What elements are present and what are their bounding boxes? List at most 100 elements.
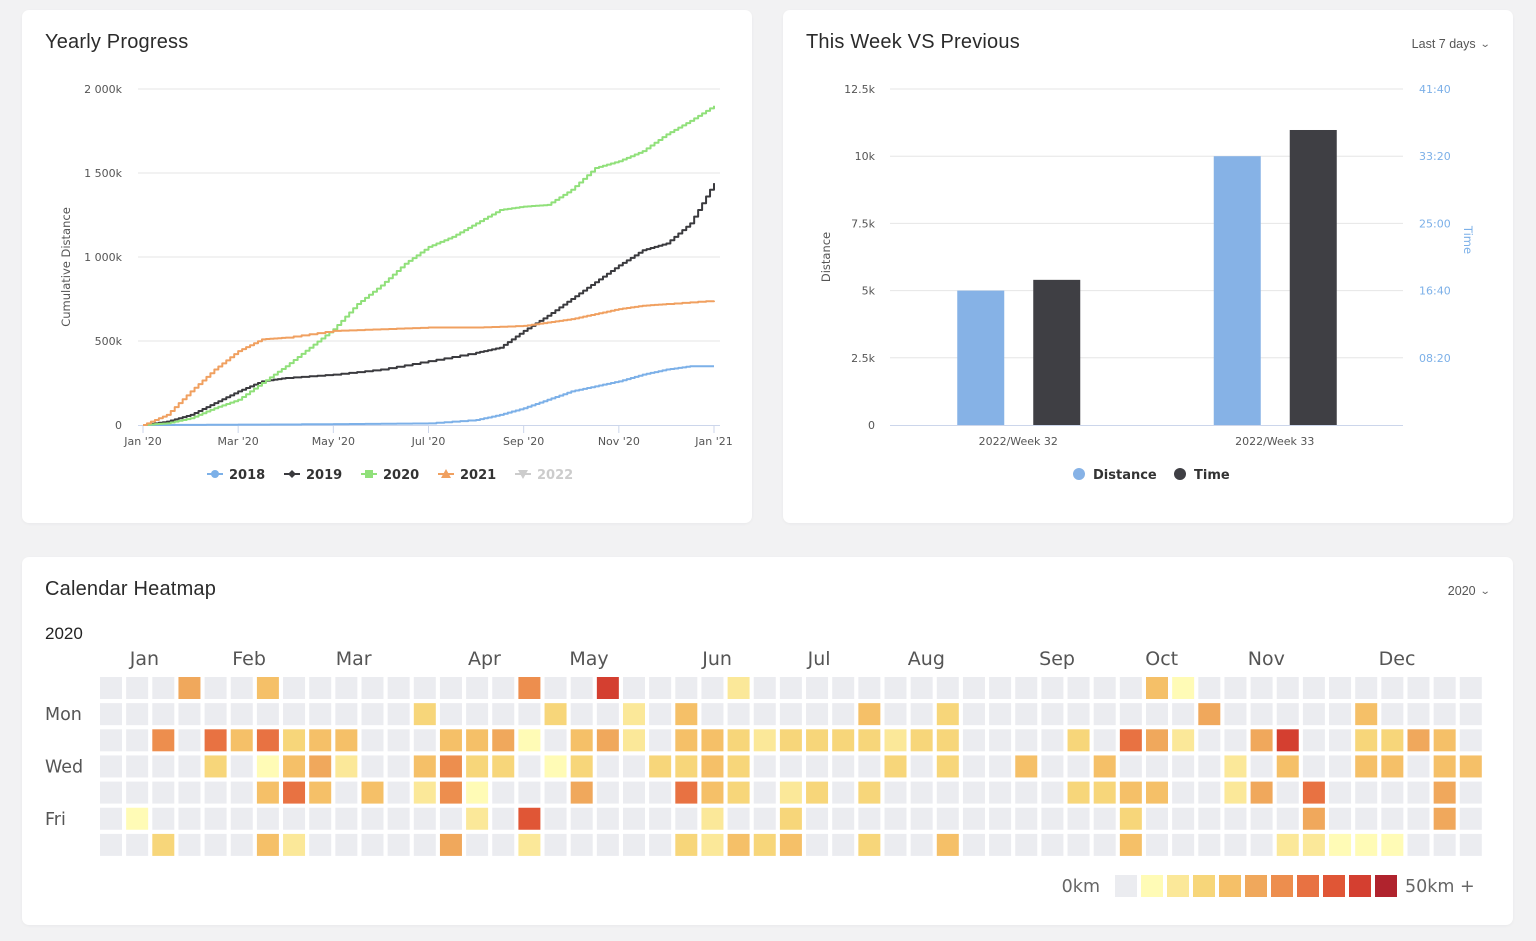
- heatmap-cell[interactable]: [596, 781, 619, 804]
- heatmap-cell[interactable]: [1015, 677, 1038, 699]
- heatmap-cell[interactable]: [1459, 703, 1482, 726]
- heatmap-cell[interactable]: [1015, 703, 1038, 726]
- heatmap-cell[interactable]: [623, 703, 645, 726]
- heatmap-cell[interactable]: [936, 781, 959, 804]
- heatmap-cell[interactable]: [1224, 755, 1247, 778]
- heatmap-cell[interactable]: [309, 781, 332, 804]
- heatmap-cell[interactable]: [230, 807, 253, 830]
- heatmap-cell[interactable]: [283, 677, 306, 699]
- heatmap-cell[interactable]: [1093, 703, 1116, 726]
- heatmap-cell[interactable]: [989, 755, 1012, 778]
- heatmap-cell[interactable]: [1433, 677, 1456, 699]
- legend-item-distance[interactable]: Distance: [1073, 468, 1157, 483]
- heatmap-cell[interactable]: [649, 677, 672, 699]
- heatmap-cell[interactable]: [466, 729, 489, 752]
- heatmap-cell[interactable]: [753, 807, 776, 830]
- heatmap-cell[interactable]: [100, 729, 122, 752]
- heatmap-cell[interactable]: [701, 677, 724, 699]
- heatmap-cell[interactable]: [1172, 807, 1195, 830]
- heatmap-cell[interactable]: [858, 729, 881, 752]
- heatmap-cell[interactable]: [1276, 755, 1299, 778]
- heatmap-cell[interactable]: [832, 833, 855, 856]
- heatmap-cell[interactable]: [1093, 677, 1116, 699]
- heatmap-cell[interactable]: [1329, 807, 1352, 830]
- heatmap-cell[interactable]: [1355, 755, 1378, 778]
- heatmap-cell[interactable]: [675, 677, 698, 699]
- heatmap-cell[interactable]: [1224, 729, 1247, 752]
- heatmap-cell[interactable]: [1067, 677, 1090, 699]
- heatmap-cell[interactable]: [989, 729, 1012, 752]
- heatmap-cell[interactable]: [387, 755, 410, 778]
- heatmap-cell[interactable]: [387, 833, 410, 856]
- time-bar[interactable]: [1289, 129, 1337, 425]
- heatmap-cell[interactable]: [1146, 755, 1168, 778]
- heatmap-cell[interactable]: [204, 703, 227, 726]
- heatmap-cell[interactable]: [309, 755, 332, 778]
- heatmap-cell[interactable]: [439, 833, 462, 856]
- heatmap-cell[interactable]: [361, 807, 384, 830]
- heatmap-cell[interactable]: [596, 833, 619, 856]
- heatmap-cell[interactable]: [1172, 677, 1195, 699]
- heatmap-cell[interactable]: [439, 677, 462, 699]
- heatmap-cell[interactable]: [989, 677, 1012, 699]
- heatmap-cell[interactable]: [1015, 781, 1038, 804]
- heatmap-cell[interactable]: [152, 833, 175, 856]
- heatmap-cell[interactable]: [1198, 729, 1221, 752]
- year-dropdown[interactable]: 2020 ⌄: [1448, 584, 1490, 598]
- heatmap-cell[interactable]: [962, 677, 985, 699]
- heatmap-cell[interactable]: [623, 677, 645, 699]
- heatmap-cell[interactable]: [387, 729, 410, 752]
- heatmap-cell[interactable]: [466, 703, 489, 726]
- heatmap-cell[interactable]: [283, 755, 306, 778]
- heatmap-cell[interactable]: [492, 755, 515, 778]
- heatmap-cell[interactable]: [936, 755, 959, 778]
- heatmap-cell[interactable]: [989, 781, 1012, 804]
- heatmap-cell[interactable]: [1250, 755, 1273, 778]
- heatmap-cell[interactable]: [1093, 755, 1116, 778]
- heatmap-cell[interactable]: [884, 703, 907, 726]
- heatmap-cell[interactable]: [1172, 833, 1195, 856]
- heatmap-cell[interactable]: [962, 703, 985, 726]
- heatmap-cell[interactable]: [361, 781, 384, 804]
- heatmap-cell[interactable]: [413, 729, 436, 752]
- heatmap-cell[interactable]: [596, 729, 619, 752]
- heatmap-cell[interactable]: [1355, 677, 1378, 699]
- heatmap-cell[interactable]: [1302, 755, 1325, 778]
- heatmap-cell[interactable]: [204, 807, 227, 830]
- legend-item-2022[interactable]: 2022: [515, 468, 573, 483]
- heatmap-cell[interactable]: [1250, 833, 1273, 856]
- heatmap-cell[interactable]: [178, 755, 201, 778]
- heatmap-cell[interactable]: [126, 833, 149, 856]
- heatmap-cell[interactable]: [100, 781, 122, 804]
- period-dropdown[interactable]: Last 7 days ⌄: [1412, 37, 1491, 51]
- heatmap-cell[interactable]: [152, 807, 175, 830]
- heatmap-cell[interactable]: [152, 781, 175, 804]
- heatmap-cell[interactable]: [544, 807, 567, 830]
- heatmap-cell[interactable]: [910, 677, 933, 699]
- heatmap-cell[interactable]: [1250, 807, 1273, 830]
- heatmap-cell[interactable]: [335, 781, 358, 804]
- heatmap-cell[interactable]: [1250, 677, 1273, 699]
- heatmap-cell[interactable]: [1355, 833, 1378, 856]
- heatmap-cell[interactable]: [936, 833, 959, 856]
- heatmap-cell[interactable]: [178, 703, 201, 726]
- heatmap-cell[interactable]: [1067, 833, 1090, 856]
- heatmap-cell[interactable]: [727, 755, 750, 778]
- heatmap-cell[interactable]: [910, 781, 933, 804]
- heatmap-cell[interactable]: [675, 833, 698, 856]
- heatmap-cell[interactable]: [1276, 729, 1299, 752]
- heatmap-cell[interactable]: [910, 729, 933, 752]
- heatmap-cell[interactable]: [335, 833, 358, 856]
- heatmap-cell[interactable]: [1407, 755, 1430, 778]
- heatmap-cell[interactable]: [1093, 781, 1116, 804]
- heatmap-cell[interactable]: [989, 703, 1012, 726]
- heatmap-cell[interactable]: [701, 781, 724, 804]
- heatmap-cell[interactable]: [1459, 807, 1482, 830]
- heatmap-cell[interactable]: [152, 677, 175, 699]
- heatmap-cell[interactable]: [675, 703, 698, 726]
- heatmap-cell[interactable]: [1198, 703, 1221, 726]
- heatmap-cell[interactable]: [910, 703, 933, 726]
- heatmap-cell[interactable]: [283, 781, 306, 804]
- heatmap-cell[interactable]: [466, 677, 489, 699]
- heatmap-cell[interactable]: [1407, 807, 1430, 830]
